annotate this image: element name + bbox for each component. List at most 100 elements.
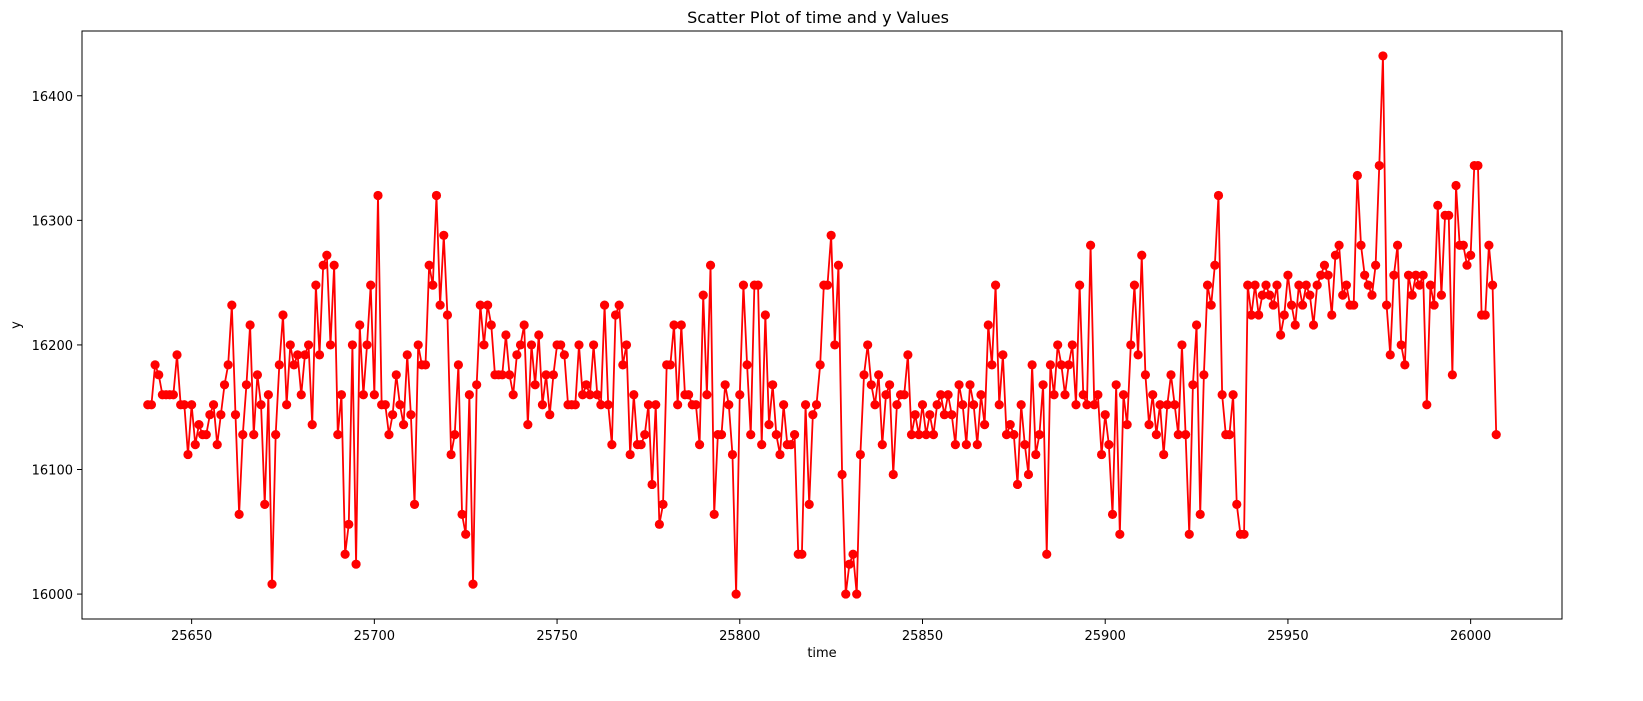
data-point [797, 549, 807, 559]
data-point [640, 430, 650, 440]
data-point [1005, 420, 1015, 430]
data-point [1246, 310, 1256, 320]
data-point [1265, 290, 1275, 300]
plot-frame [81, 30, 1563, 620]
data-point [464, 390, 474, 400]
data-point [1016, 400, 1026, 410]
data-point [1085, 240, 1096, 250]
data-point [457, 509, 467, 519]
data-point [1316, 270, 1326, 280]
data-point [336, 390, 347, 400]
data-point [446, 449, 456, 460]
data-point [950, 439, 960, 450]
data-point [1082, 400, 1092, 410]
x-tick-label: 25900 [1085, 629, 1126, 644]
data-point [1096, 449, 1107, 460]
data-point [263, 390, 273, 400]
data-point [1034, 430, 1045, 440]
data-point [245, 320, 255, 330]
data-point [293, 350, 303, 360]
data-point [1202, 280, 1213, 290]
data-point [201, 430, 211, 440]
data-point [556, 340, 566, 350]
data-point [903, 350, 913, 360]
data-point [808, 410, 818, 420]
data-point [1162, 400, 1172, 410]
data-point [1341, 280, 1351, 290]
data-point [311, 280, 321, 290]
data-point [1327, 310, 1337, 320]
data-point [885, 380, 895, 390]
y-tick-label: 16100 [32, 464, 73, 479]
data-point [238, 430, 248, 440]
data-point [1257, 290, 1267, 300]
data-point [1181, 430, 1191, 440]
data-point [1374, 160, 1384, 171]
data-point [654, 519, 664, 529]
data-point [1396, 340, 1406, 350]
y-axis-label: y [9, 321, 24, 329]
data-point [541, 370, 551, 380]
data-point [1140, 370, 1151, 380]
data-point [223, 360, 233, 370]
data-point [282, 400, 292, 410]
series-line [147, 55, 1498, 595]
data-point [596, 400, 606, 410]
data-point [932, 400, 942, 410]
data-point [1261, 280, 1271, 290]
data-point [578, 390, 588, 400]
data-point [786, 439, 796, 450]
data-point [877, 439, 887, 450]
x-tick-label: 26000 [1450, 629, 1491, 644]
data-point [230, 410, 241, 420]
data-point [592, 390, 602, 400]
data-point [504, 370, 515, 380]
data-point [530, 380, 540, 390]
data-point [1385, 350, 1395, 360]
data-point [837, 469, 847, 480]
data-point [947, 410, 957, 420]
data-point [1159, 449, 1169, 460]
data-point [892, 400, 902, 410]
data-point [599, 300, 610, 310]
data-point [921, 430, 931, 440]
data-point [844, 559, 855, 569]
data-point [303, 340, 314, 350]
data-point [548, 370, 559, 380]
data-point [775, 449, 785, 460]
data-point [413, 340, 423, 350]
data-point [1129, 280, 1140, 290]
data-series [143, 51, 1501, 599]
data-point [629, 390, 639, 400]
data-point [172, 350, 182, 360]
data-point [863, 340, 873, 350]
data-point [1071, 400, 1081, 410]
data-point [398, 420, 409, 430]
data-point [1279, 310, 1289, 320]
data-point [168, 390, 178, 400]
data-point [1107, 509, 1118, 519]
data-point [753, 280, 763, 290]
data-point [936, 390, 946, 400]
data-point [154, 370, 164, 380]
data-point [241, 380, 252, 390]
data-point [698, 290, 708, 300]
data-point [1177, 340, 1187, 350]
data-point [1053, 340, 1063, 350]
data-point [523, 420, 533, 430]
data-point [1411, 270, 1421, 280]
data-point [439, 230, 449, 240]
data-point [1323, 270, 1333, 280]
data-point [757, 439, 767, 450]
data-point [347, 340, 358, 350]
data-point [874, 370, 884, 380]
data-point [1020, 439, 1030, 450]
data-point [694, 439, 705, 450]
data-point [1170, 400, 1180, 410]
data-point [1297, 300, 1308, 310]
data-point [961, 439, 971, 450]
data-point [581, 380, 591, 390]
data-point [274, 360, 284, 370]
data-point [1272, 280, 1282, 290]
